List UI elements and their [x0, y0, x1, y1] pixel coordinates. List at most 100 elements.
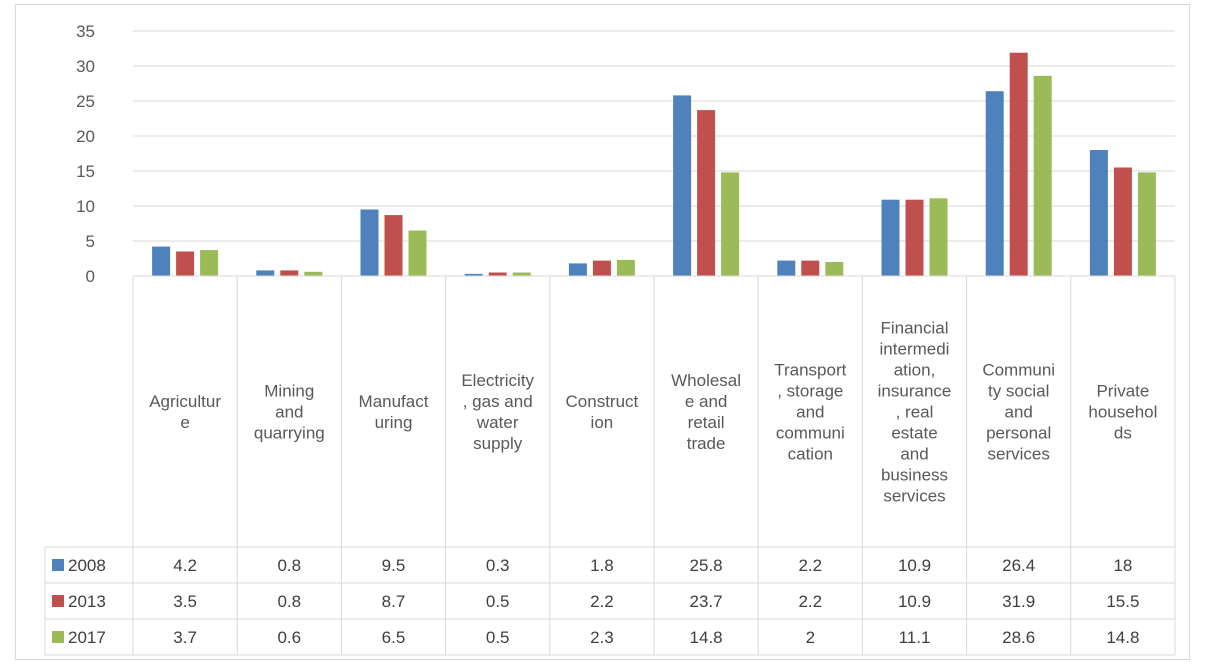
category-label: and — [1005, 403, 1033, 422]
category-label: househol — [1088, 403, 1157, 422]
category-label: insurance — [878, 382, 952, 401]
bar-2017 — [721, 172, 740, 276]
category-label: and — [275, 403, 303, 422]
bar-2013 — [488, 272, 507, 276]
data-label: 3.5 — [173, 592, 197, 611]
data-label: 0.5 — [486, 628, 510, 647]
data-label: 0.5 — [486, 592, 510, 611]
category-label: Transport — [774, 361, 846, 380]
category-label: e and — [685, 392, 728, 411]
category-label: services — [988, 445, 1050, 464]
category-label: business — [881, 466, 948, 485]
bar-2008 — [673, 95, 692, 277]
bar-2008 — [256, 270, 275, 276]
category-label: retail — [688, 413, 725, 432]
legend-key-2008 — [52, 559, 64, 571]
data-label: 8.7 — [382, 592, 406, 611]
data-label: 23.7 — [690, 592, 723, 611]
chart-frame — [15, 4, 1190, 660]
data-label: 10.9 — [898, 556, 931, 575]
data-label: 6.5 — [382, 628, 406, 647]
data-label: 9.5 — [382, 556, 406, 575]
bar-2008 — [1089, 150, 1108, 276]
category-label: e — [180, 413, 189, 432]
bar-2008 — [568, 263, 587, 276]
category-label: cation — [788, 445, 833, 464]
bar-2008 — [152, 246, 171, 276]
category-label: Wholesal — [671, 371, 741, 390]
data-label: 26.4 — [1002, 556, 1035, 575]
category-label: and — [900, 445, 928, 464]
legend-key-2013 — [52, 595, 64, 607]
data-label: 31.9 — [1002, 592, 1035, 611]
bar-2017 — [304, 271, 323, 276]
data-label: 2.2 — [798, 592, 822, 611]
category-label: Electricity — [461, 371, 534, 390]
category-label: personal — [986, 424, 1051, 443]
series-name-label: 2008 — [68, 556, 106, 575]
data-label: 15.5 — [1106, 592, 1139, 611]
category-label: Mining — [264, 382, 314, 401]
bar-2017 — [929, 198, 948, 276]
y-tick-label: 30 — [76, 57, 95, 76]
category-label: Communi — [982, 361, 1055, 380]
data-label: 2 — [806, 628, 815, 647]
category-label: , gas and — [463, 392, 533, 411]
category-label: Private — [1096, 382, 1149, 401]
category-label: services — [883, 487, 945, 506]
data-label: 28.6 — [1002, 628, 1035, 647]
category-label: ds — [1114, 424, 1132, 443]
bar-2017 — [825, 262, 844, 276]
data-label: 0.3 — [486, 556, 510, 575]
data-label: 25.8 — [690, 556, 723, 575]
data-label: 14.8 — [690, 628, 723, 647]
category-label: intermedi — [880, 340, 950, 359]
data-label: 4.2 — [173, 556, 197, 575]
bar-2008 — [777, 260, 796, 276]
series-name-label: 2013 — [68, 592, 106, 611]
bar-2013 — [384, 215, 403, 276]
bar-2008 — [360, 209, 379, 276]
bar-2008 — [464, 273, 483, 276]
data-label: 2.2 — [590, 592, 614, 611]
y-tick-label: 25 — [76, 92, 95, 111]
category-label: Financial — [880, 319, 948, 338]
y-tick-label: 5 — [86, 232, 95, 251]
bar-2017 — [1033, 75, 1052, 276]
bar-2013 — [280, 270, 299, 276]
category-label: uring — [375, 413, 413, 432]
category-label: ion — [591, 413, 614, 432]
bar-2017 — [616, 259, 635, 276]
bar-2017 — [200, 250, 219, 276]
bar-2013 — [1113, 167, 1132, 276]
category-label: trade — [687, 434, 726, 453]
bar-2013 — [176, 251, 195, 276]
category-label: estate — [891, 424, 937, 443]
bar-2013 — [905, 199, 924, 276]
category-label: Construct — [566, 392, 639, 411]
category-label: Agricultur — [149, 392, 221, 411]
data-label: 11.1 — [899, 628, 931, 647]
category-label: , storage — [777, 382, 843, 401]
y-tick-label: 20 — [76, 127, 95, 146]
data-label: 3.7 — [173, 628, 197, 647]
category-label: Manufact — [359, 392, 429, 411]
category-label: quarrying — [254, 424, 325, 443]
data-label: 10.9 — [898, 592, 931, 611]
category-label: , real — [896, 403, 934, 422]
bar-2017 — [512, 272, 531, 276]
bar-2013 — [697, 110, 716, 276]
bar-2013 — [592, 260, 611, 276]
data-label: 1.8 — [590, 556, 614, 575]
bar-2017 — [1137, 172, 1156, 276]
bar-2008 — [985, 91, 1004, 276]
data-label: 0.8 — [277, 556, 301, 575]
category-label: ation, — [894, 361, 936, 380]
y-tick-label: 35 — [76, 22, 95, 41]
data-label: 0.6 — [277, 628, 301, 647]
data-label: 0.8 — [277, 592, 301, 611]
category-label: communi — [776, 424, 845, 443]
category-label: ty social — [988, 382, 1049, 401]
y-tick-label: 10 — [76, 197, 95, 216]
bar-2017 — [408, 230, 427, 276]
